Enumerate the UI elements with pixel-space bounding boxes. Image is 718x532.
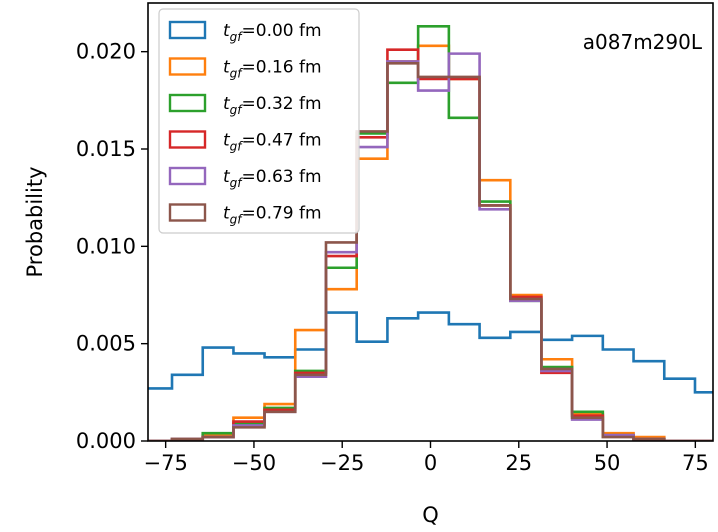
- legend-swatch: [168, 20, 207, 40]
- x-tick-label: 0: [424, 451, 437, 475]
- legend-label: tgf=0.00 fm: [223, 21, 322, 44]
- legend-label: tgf=0.47 fm: [223, 131, 322, 154]
- legend-label: tgf=0.16 fm: [223, 58, 322, 81]
- legend-swatch: [168, 166, 207, 186]
- legend: tgf=0.00 fm tgf=0.16 fm tgf=0.32 fm tgf=0.4…: [158, 8, 360, 234]
- x-axis-label: Q: [422, 503, 439, 527]
- x-tick-label: −50: [232, 451, 276, 475]
- x-tick-label: −75: [143, 451, 187, 475]
- series-line-5: [148, 62, 713, 441]
- ticks-layer: −75 −50 −25 0 25 50 75 0.000 0.005 0.010 0.015 0.02…: [76, 40, 709, 475]
- y-tick-label: 0.010: [76, 234, 136, 258]
- legend-swatch: [168, 93, 207, 113]
- x-tick-label: −25: [320, 451, 364, 475]
- legend-swatch: [168, 57, 207, 76]
- legend-label: tgf=0.32 fm: [223, 94, 322, 117]
- x-tick-label: 25: [505, 451, 532, 475]
- y-tick-label: 0.015: [76, 137, 136, 161]
- ensemble-annotation: a087m290L: [583, 30, 703, 54]
- legend-box: [158, 8, 360, 234]
- series-layer: [148, 25, 713, 441]
- legend-swatch: [168, 130, 207, 149]
- series-line-0: [148, 311, 713, 394]
- y-tick-label: 0.020: [76, 40, 136, 64]
- x-tick-label: 75: [682, 451, 709, 475]
- y-tick-label: 0.000: [76, 429, 136, 453]
- legend-label: tgf=0.63 fm: [223, 167, 322, 190]
- legend-label: tgf=0.79 fm: [223, 204, 322, 227]
- legend-swatch: [168, 203, 207, 222]
- y-tick-label: 0.005: [76, 332, 136, 356]
- y-axis-label: Probability: [23, 166, 47, 277]
- x-tick-label: 50: [594, 451, 621, 475]
